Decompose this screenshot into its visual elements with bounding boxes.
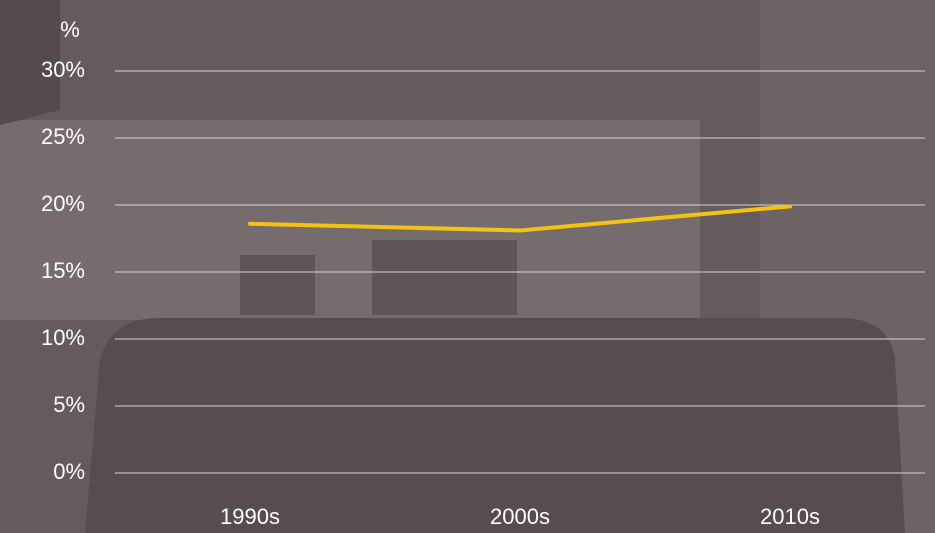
background-paper: [0, 120, 700, 320]
y-tick-label: 25%: [41, 124, 85, 149]
background-shape: [240, 255, 315, 315]
background-shape: [372, 240, 517, 315]
background-device: [85, 318, 905, 533]
x-tick-label: 1990s: [220, 504, 280, 529]
y-axis-label: %: [60, 17, 80, 42]
y-tick-label: 10%: [41, 325, 85, 350]
x-tick-label: 2010s: [760, 504, 820, 529]
y-tick-label: 15%: [41, 258, 85, 283]
x-tick-label: 2000s: [490, 504, 550, 529]
line: [248, 204, 792, 233]
y-tick-label: 0%: [53, 459, 85, 484]
background-shape: [0, 0, 60, 125]
y-tick-label: 20%: [41, 191, 85, 216]
y-tick-label: 5%: [53, 392, 85, 417]
y-tick-label: 30%: [41, 57, 85, 82]
